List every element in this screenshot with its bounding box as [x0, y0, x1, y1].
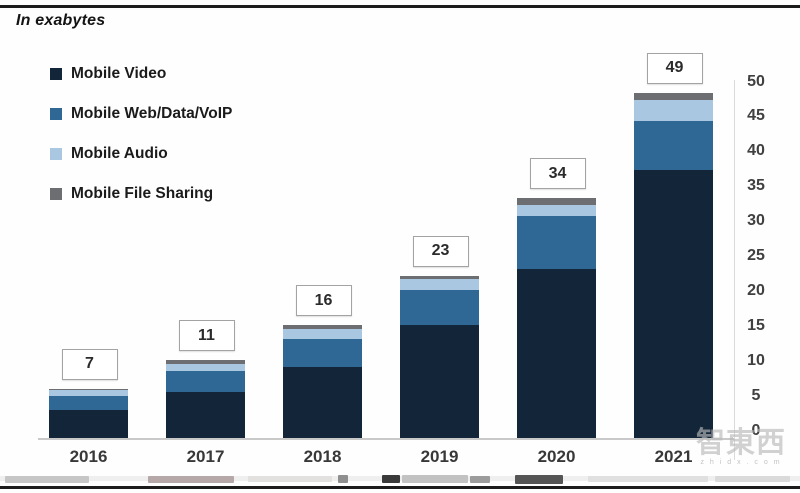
legend-label: Mobile Web/Data/VoIP	[71, 104, 233, 122]
artifact-segment	[338, 475, 348, 483]
artifact-segment	[715, 476, 790, 482]
stacked-bar	[283, 325, 362, 438]
total-value-label: 49	[646, 52, 703, 84]
bar-segment	[400, 279, 479, 290]
total-value-label: 7	[61, 348, 118, 380]
x-axis-category-label: 2021	[654, 447, 693, 466]
legend-swatch-icon	[50, 107, 62, 120]
bar-segment	[166, 363, 245, 371]
x-axis-line	[38, 438, 734, 440]
artifact-segment	[382, 475, 400, 483]
stacked-bar	[517, 198, 596, 438]
artifact-segment	[5, 475, 89, 483]
compressed-artifact-strip	[0, 470, 800, 484]
legend-label: Mobile File Sharing	[71, 184, 214, 202]
y-axis-tick-label: 0	[751, 422, 761, 439]
legend-item: Mobile Audio	[50, 144, 232, 163]
legend-label: Mobile Audio	[71, 144, 168, 162]
legend-item: Mobile File Sharing	[50, 184, 232, 203]
total-value-label: 23	[412, 235, 469, 267]
artifact-segment	[148, 475, 234, 483]
x-axis-category-label: 2018	[303, 447, 342, 466]
chart-legend: Mobile Video Mobile Web/Data/VoIP Mobile A…	[50, 64, 232, 224]
top-divider	[0, 5, 800, 8]
legend-label: Mobile Video	[71, 64, 167, 82]
x-axis-category-label: 2020	[537, 447, 576, 466]
artifact-strip-background	[0, 476, 800, 481]
x-axis-category-label: 2019	[420, 447, 459, 466]
bottom-divider	[0, 486, 800, 489]
bar-segment	[634, 120, 713, 171]
x-axis-category-label: 2017	[186, 447, 225, 466]
bar-segment	[400, 275, 479, 280]
bar-segment	[49, 395, 128, 410]
artifact-segment	[515, 474, 563, 484]
bar-segment	[166, 360, 245, 364]
y-axis-tick-label: 50	[747, 72, 765, 90]
bar-segment	[283, 367, 362, 438]
y-axis-tick-label: 35	[747, 177, 765, 195]
total-value-label: 34	[529, 158, 586, 190]
y-axis-tick-label: 30	[747, 212, 765, 230]
stacked-bar	[49, 388, 128, 438]
y-axis-tick-label: 45	[747, 107, 765, 125]
bar-segment	[634, 99, 713, 121]
bar-segment	[400, 325, 479, 438]
bar-segment	[283, 328, 362, 340]
legend-swatch-icon	[50, 147, 62, 160]
total-value-label: 11	[178, 320, 235, 352]
stacked-bar	[166, 360, 245, 438]
bar-segment	[517, 198, 596, 206]
chart-title: In exabytes	[16, 12, 106, 29]
bar-segment	[166, 392, 245, 438]
legend-swatch-icon	[50, 67, 62, 80]
total-value-label: 16	[295, 285, 352, 317]
artifact-segment	[588, 476, 708, 482]
y-axis-tick-label: 40	[747, 142, 765, 160]
legend-item: Mobile Web/Data/VoIP	[50, 104, 232, 123]
x-axis-category-label: 2016	[69, 447, 108, 466]
bar-segment	[49, 390, 128, 396]
stacked-bar	[400, 275, 479, 438]
y-axis-tick-label: 5	[751, 387, 761, 405]
stacked-bar	[634, 92, 713, 438]
bar-segment	[49, 388, 128, 391]
artifact-segment	[248, 476, 332, 482]
bar-segment	[283, 339, 362, 368]
y-axis-tick-label: 25	[747, 247, 765, 265]
legend-item: Mobile Video	[50, 64, 232, 83]
artifact-segment	[470, 475, 490, 483]
y-axis-tick-label: 20	[747, 282, 765, 300]
bar-segment	[166, 371, 245, 393]
bar-segment	[634, 92, 713, 100]
y-axis-tick-label: 10	[747, 352, 765, 370]
bar-segment	[517, 205, 596, 216]
plot-right-border	[734, 80, 735, 460]
bar-segment	[49, 409, 128, 438]
bar-segment	[634, 170, 713, 438]
bar-segment	[517, 215, 596, 269]
bar-segment	[283, 325, 362, 329]
legend-swatch-icon	[50, 187, 62, 200]
artifact-segment	[402, 475, 468, 483]
bar-segment	[517, 268, 596, 438]
bar-segment	[400, 289, 479, 326]
y-axis-tick-label: 15	[747, 317, 765, 335]
